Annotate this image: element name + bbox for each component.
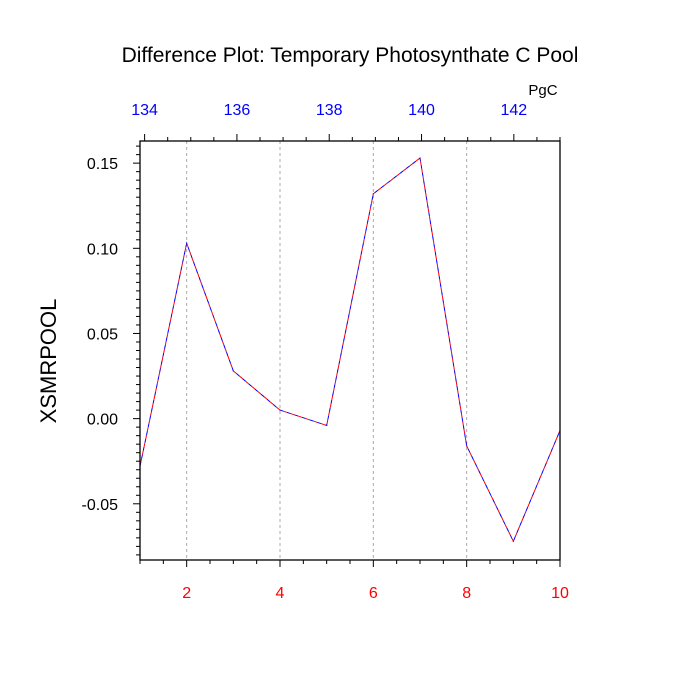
grid-lines xyxy=(186,141,468,560)
data-point-8 xyxy=(466,445,468,447)
bottom-tick-label-10: 10 xyxy=(551,585,569,602)
y-axis-label: XSMRPOOL xyxy=(36,299,61,424)
axes: 2 4 6 8 10 134 136 138 140 142 0.15 0.10 0.05 0.00 -0.… xyxy=(82,102,569,602)
series-line-red xyxy=(139,157,561,543)
y-tick-label-0.15: 0.15 xyxy=(87,156,118,173)
data-point-5 xyxy=(326,424,328,427)
top-tick-label-142: 142 xyxy=(500,102,527,119)
top-tick-label-140: 140 xyxy=(408,102,435,119)
data-point-3 xyxy=(232,370,234,372)
data-point-7 xyxy=(419,157,421,159)
y-tick-label-0.05: 0.05 xyxy=(87,326,118,343)
top-axis-unit: PgC xyxy=(528,82,557,99)
bottom-tick-label-6: 6 xyxy=(369,585,378,602)
bottom-tick-label-8: 8 xyxy=(462,585,471,602)
data-point-2 xyxy=(186,242,188,244)
y-tick-label--0.05: -0.05 xyxy=(82,497,119,514)
data-point-4 xyxy=(279,409,281,411)
series-line-blue xyxy=(139,157,561,543)
chart-title: Difference Plot: Temporary Photosynthate… xyxy=(122,44,579,67)
bottom-tick-label-2: 2 xyxy=(182,585,191,602)
data-point-6 xyxy=(372,193,374,195)
series-layer xyxy=(139,157,561,543)
bottom-tick-label-4: 4 xyxy=(276,585,285,602)
y-tick-label-0.00: 0.00 xyxy=(87,412,118,429)
y-tick-label-0.10: 0.10 xyxy=(87,241,118,258)
top-tick-label-134: 134 xyxy=(131,102,158,119)
plot-frame xyxy=(139,140,561,561)
top-tick-label-138: 138 xyxy=(316,102,343,119)
data-point-9 xyxy=(512,540,514,542)
top-tick-label-136: 136 xyxy=(224,102,251,119)
